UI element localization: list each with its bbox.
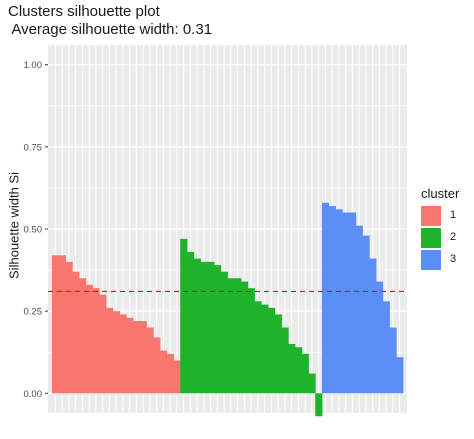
bar-cluster-2 [234, 278, 242, 394]
bar-cluster-1 [99, 294, 107, 394]
bar-cluster-3 [328, 206, 336, 394]
legend-item: 2 [421, 228, 466, 248]
bar-cluster-2 [187, 252, 195, 394]
bar-cluster-2 [261, 304, 269, 394]
bar-cluster-1 [139, 321, 147, 394]
bar-cluster-1 [173, 360, 181, 394]
bar-cluster-1 [65, 261, 73, 394]
bar-cluster-1 [85, 284, 93, 394]
bar-cluster-2 [288, 344, 296, 394]
bar-cluster-3 [355, 225, 363, 394]
bar-cluster-1 [160, 350, 168, 394]
bar-cluster-3 [389, 327, 397, 394]
bar-cluster-3 [362, 235, 370, 394]
bar-cluster-3 [369, 258, 377, 394]
bar-cluster-1 [72, 271, 80, 394]
legend-item: 1 [421, 206, 466, 226]
bar-cluster-1 [58, 255, 66, 394]
bar-cluster-3 [376, 281, 384, 394]
bar-cluster-2 [200, 261, 208, 394]
bar-cluster-2 [315, 393, 323, 417]
bar-cluster-2 [274, 314, 282, 394]
bar-cluster-1 [79, 278, 87, 394]
bar-cluster-2 [295, 347, 303, 394]
bar-cluster-1 [166, 353, 174, 394]
bar-cluster-2 [254, 301, 262, 394]
legend-key [421, 228, 441, 248]
bar-cluster-2 [227, 278, 235, 394]
y-tick-label: 1.00 [24, 60, 43, 71]
bar-cluster-3 [322, 202, 330, 394]
bar-cluster-2 [220, 271, 228, 394]
bar-cluster-1 [146, 327, 154, 394]
legend-title: cluster [421, 186, 460, 201]
bar-cluster-3 [342, 212, 350, 394]
bar-cluster-2 [268, 307, 276, 394]
y-tick-label: 0.25 [24, 307, 43, 318]
bar-cluster-1 [92, 288, 100, 394]
bar-cluster-2 [241, 281, 249, 394]
legend-item: 3 [421, 250, 466, 270]
bar-cluster-1 [133, 321, 141, 394]
bar-cluster-1 [119, 314, 127, 394]
bar-cluster-3 [349, 212, 357, 394]
bar-cluster-3 [335, 209, 343, 394]
bar-cluster-1 [112, 311, 120, 394]
bar-cluster-1 [153, 337, 161, 394]
legend-key [421, 206, 441, 226]
legend-label: 3 [450, 253, 457, 265]
bar-cluster-2 [180, 238, 188, 394]
bar-cluster-2 [247, 288, 255, 394]
legend-label: 1 [450, 209, 457, 221]
bar-cluster-2 [214, 265, 222, 394]
y-tick-label: 0.50 [24, 225, 43, 236]
chart-title: Clusters silhouette plot [8, 3, 160, 20]
bar-cluster-1 [106, 307, 114, 394]
y-tick-label: 0.00 [24, 389, 43, 400]
bar-cluster-2 [301, 353, 309, 394]
legend-key [421, 250, 441, 270]
bar-cluster-1 [126, 317, 134, 394]
chart-subtitle: Average silhouette width: 0.31 [8, 21, 213, 38]
bar-cluster-2 [193, 258, 201, 394]
bar-cluster-2 [207, 261, 215, 394]
y-tick-label: 0.75 [24, 142, 43, 153]
bar-cluster-1 [52, 255, 60, 394]
bar-cluster-3 [396, 357, 404, 394]
bar-cluster-3 [382, 301, 390, 394]
bar-cluster-2 [281, 327, 289, 394]
bar-cluster-2 [308, 373, 316, 394]
legend-label: 2 [450, 231, 457, 243]
